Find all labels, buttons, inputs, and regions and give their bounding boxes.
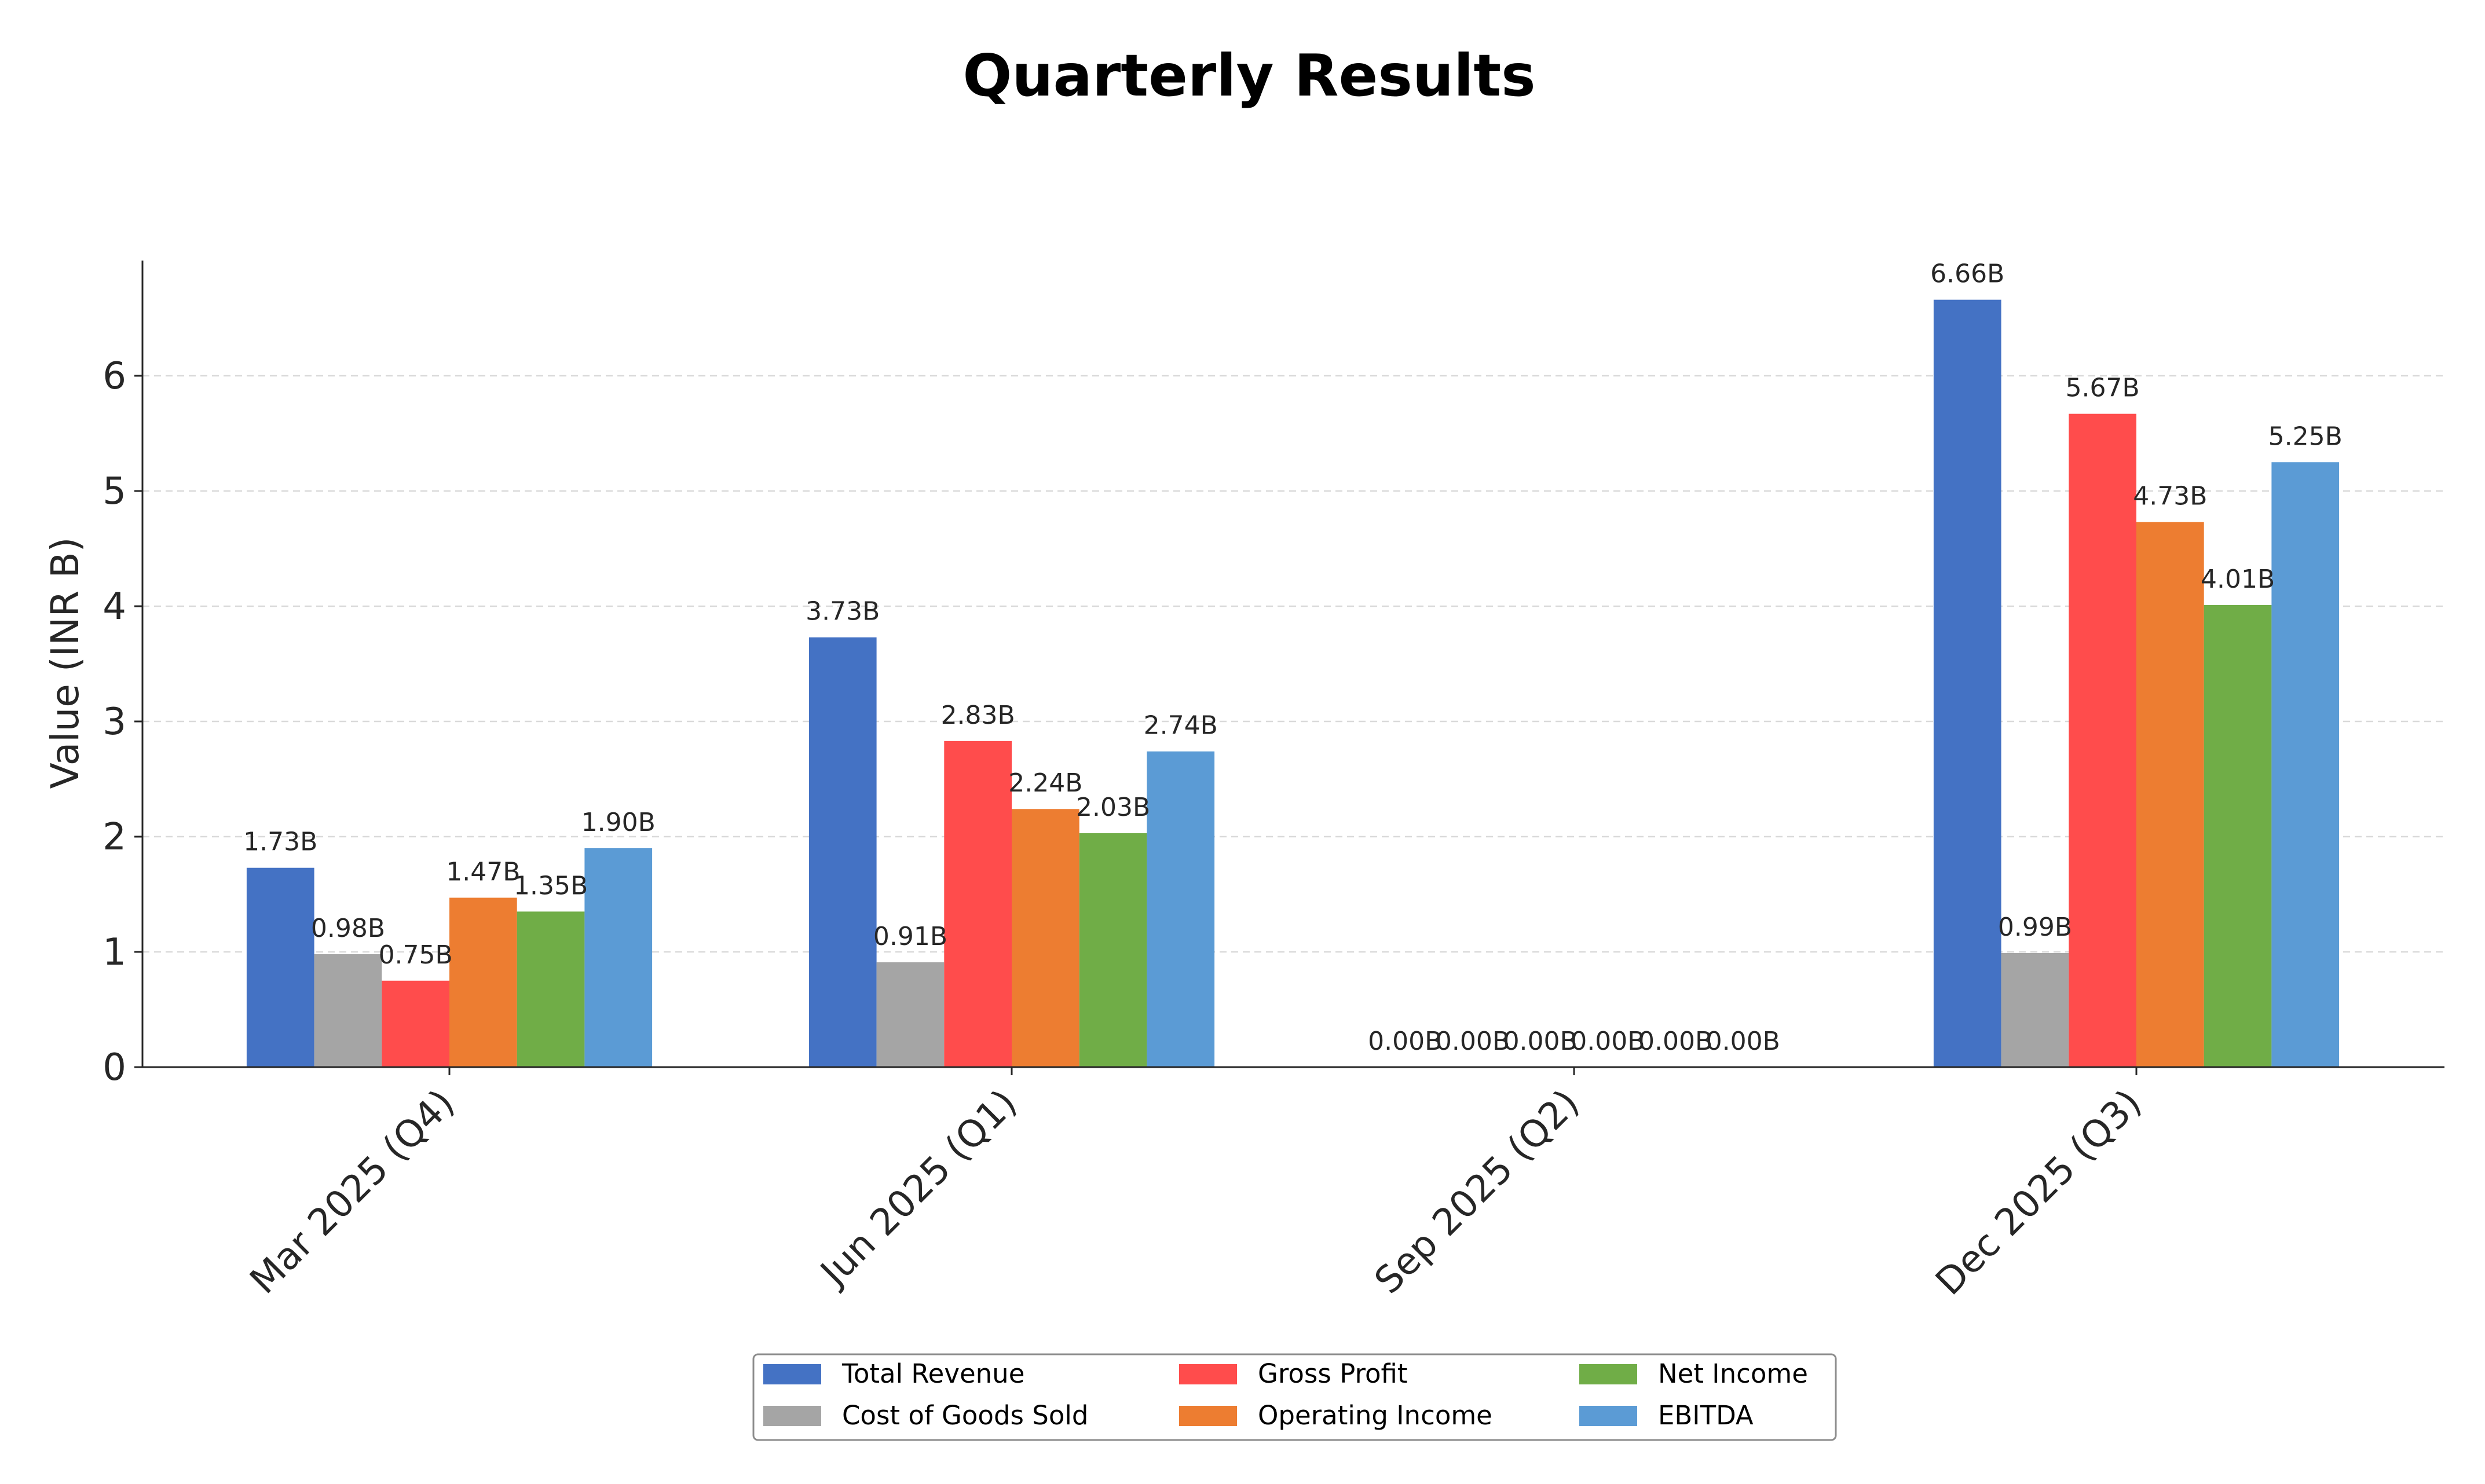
legend-swatch xyxy=(763,1406,821,1426)
data-label: 2.83B xyxy=(941,701,1015,730)
legend-frame xyxy=(752,1353,1837,1441)
data-label: 1.73B xyxy=(243,827,317,857)
legend-swatch xyxy=(1579,1406,1637,1426)
data-label: 5.67B xyxy=(2066,373,2140,403)
x-ticks: Mar 2025 (Q4) Jun 2025 (Q1) Sep 2025 (Q2) D… xyxy=(242,1067,2150,1304)
data-label: 1.90B xyxy=(581,808,656,837)
data-label: 1.47B xyxy=(446,857,520,886)
legend-label: Total Revenue xyxy=(841,1358,1024,1389)
data-label: 1.35B xyxy=(514,871,588,900)
data-label: 6.66B xyxy=(1930,259,2004,289)
legend-label: Gross Profit xyxy=(1258,1358,1408,1389)
data-label: 4.73B xyxy=(2133,482,2207,511)
data-label: 0.91B xyxy=(873,922,947,951)
data-label: 0.00B xyxy=(1638,1027,1712,1056)
bar xyxy=(2271,462,2340,1067)
data-label: 0.99B xyxy=(1998,913,2072,942)
legend-label: Net Income xyxy=(1658,1358,1808,1389)
bar xyxy=(246,867,314,1067)
data-label: 0.75B xyxy=(379,940,453,970)
legend-swatch xyxy=(763,1364,821,1384)
y-tick-label: 4 xyxy=(103,585,126,628)
legend-swatch xyxy=(1579,1364,1637,1384)
data-label: 0.00B xyxy=(1368,1027,1442,1056)
y-tick-label: 5 xyxy=(103,470,126,513)
legend-swatch xyxy=(1179,1406,1237,1426)
x-tick-label: Dec 2025 (Q3) xyxy=(1928,1082,2150,1304)
bar xyxy=(449,897,517,1067)
legend-label: Operating Income xyxy=(1258,1400,1492,1431)
y-tick-label: 6 xyxy=(103,355,126,398)
bar xyxy=(2069,413,2136,1068)
data-label: 3.73B xyxy=(806,597,880,626)
data-label: 0.00B xyxy=(1571,1027,1645,1056)
bars xyxy=(246,299,2340,1068)
bar xyxy=(314,954,382,1067)
x-tick-label: Sep 2025 (Q2) xyxy=(1367,1082,1587,1302)
data-label: 0.00B xyxy=(1503,1027,1578,1056)
data-label: 5.25B xyxy=(2268,422,2343,451)
bar xyxy=(1012,809,1079,1067)
y-tick-label: 1 xyxy=(103,931,126,974)
y-axis-label: Value (INR B) xyxy=(43,537,87,789)
data-label: 0.00B xyxy=(1436,1027,1510,1056)
data-label: 0.98B xyxy=(311,914,385,943)
bar xyxy=(944,741,1012,1067)
bar xyxy=(1079,833,1147,1067)
x-tick-label: Jun 2025 (Q1) xyxy=(811,1082,1026,1296)
bar xyxy=(1933,299,2001,1068)
legend-label: EBITDA xyxy=(1658,1400,1754,1431)
data-label: 2.74B xyxy=(1144,711,1218,741)
legend: Total Revenue Cost of Goods Sold Gross Pro… xyxy=(752,1353,1837,1441)
grid xyxy=(142,375,2444,953)
y-ticks: 0 1 2 3 4 5 6 xyxy=(103,355,142,1089)
bar xyxy=(2204,605,2272,1067)
bar xyxy=(1147,751,1215,1067)
bar xyxy=(808,637,877,1067)
data-label: 4.01B xyxy=(2201,565,2275,594)
x-tick-label: Mar 2025 (Q4) xyxy=(242,1082,463,1302)
bar xyxy=(2001,952,2069,1067)
bar xyxy=(517,911,585,1067)
data-label: 2.24B xyxy=(1008,768,1082,798)
bar xyxy=(2136,522,2204,1067)
y-tick-label: 2 xyxy=(103,816,126,859)
data-label: 2.03B xyxy=(1076,793,1150,822)
y-tick-label: 0 xyxy=(103,1046,126,1089)
legend-swatch xyxy=(1179,1364,1237,1384)
bar xyxy=(382,980,449,1067)
legend-label: Cost of Goods Sold xyxy=(842,1400,1088,1431)
axes xyxy=(141,261,2444,1068)
bar xyxy=(584,848,653,1067)
y-tick-label: 3 xyxy=(103,701,126,743)
bar xyxy=(876,962,945,1067)
data-label: 0.00B xyxy=(1706,1027,1780,1056)
chart-title: Quarterly Results xyxy=(962,42,1535,109)
